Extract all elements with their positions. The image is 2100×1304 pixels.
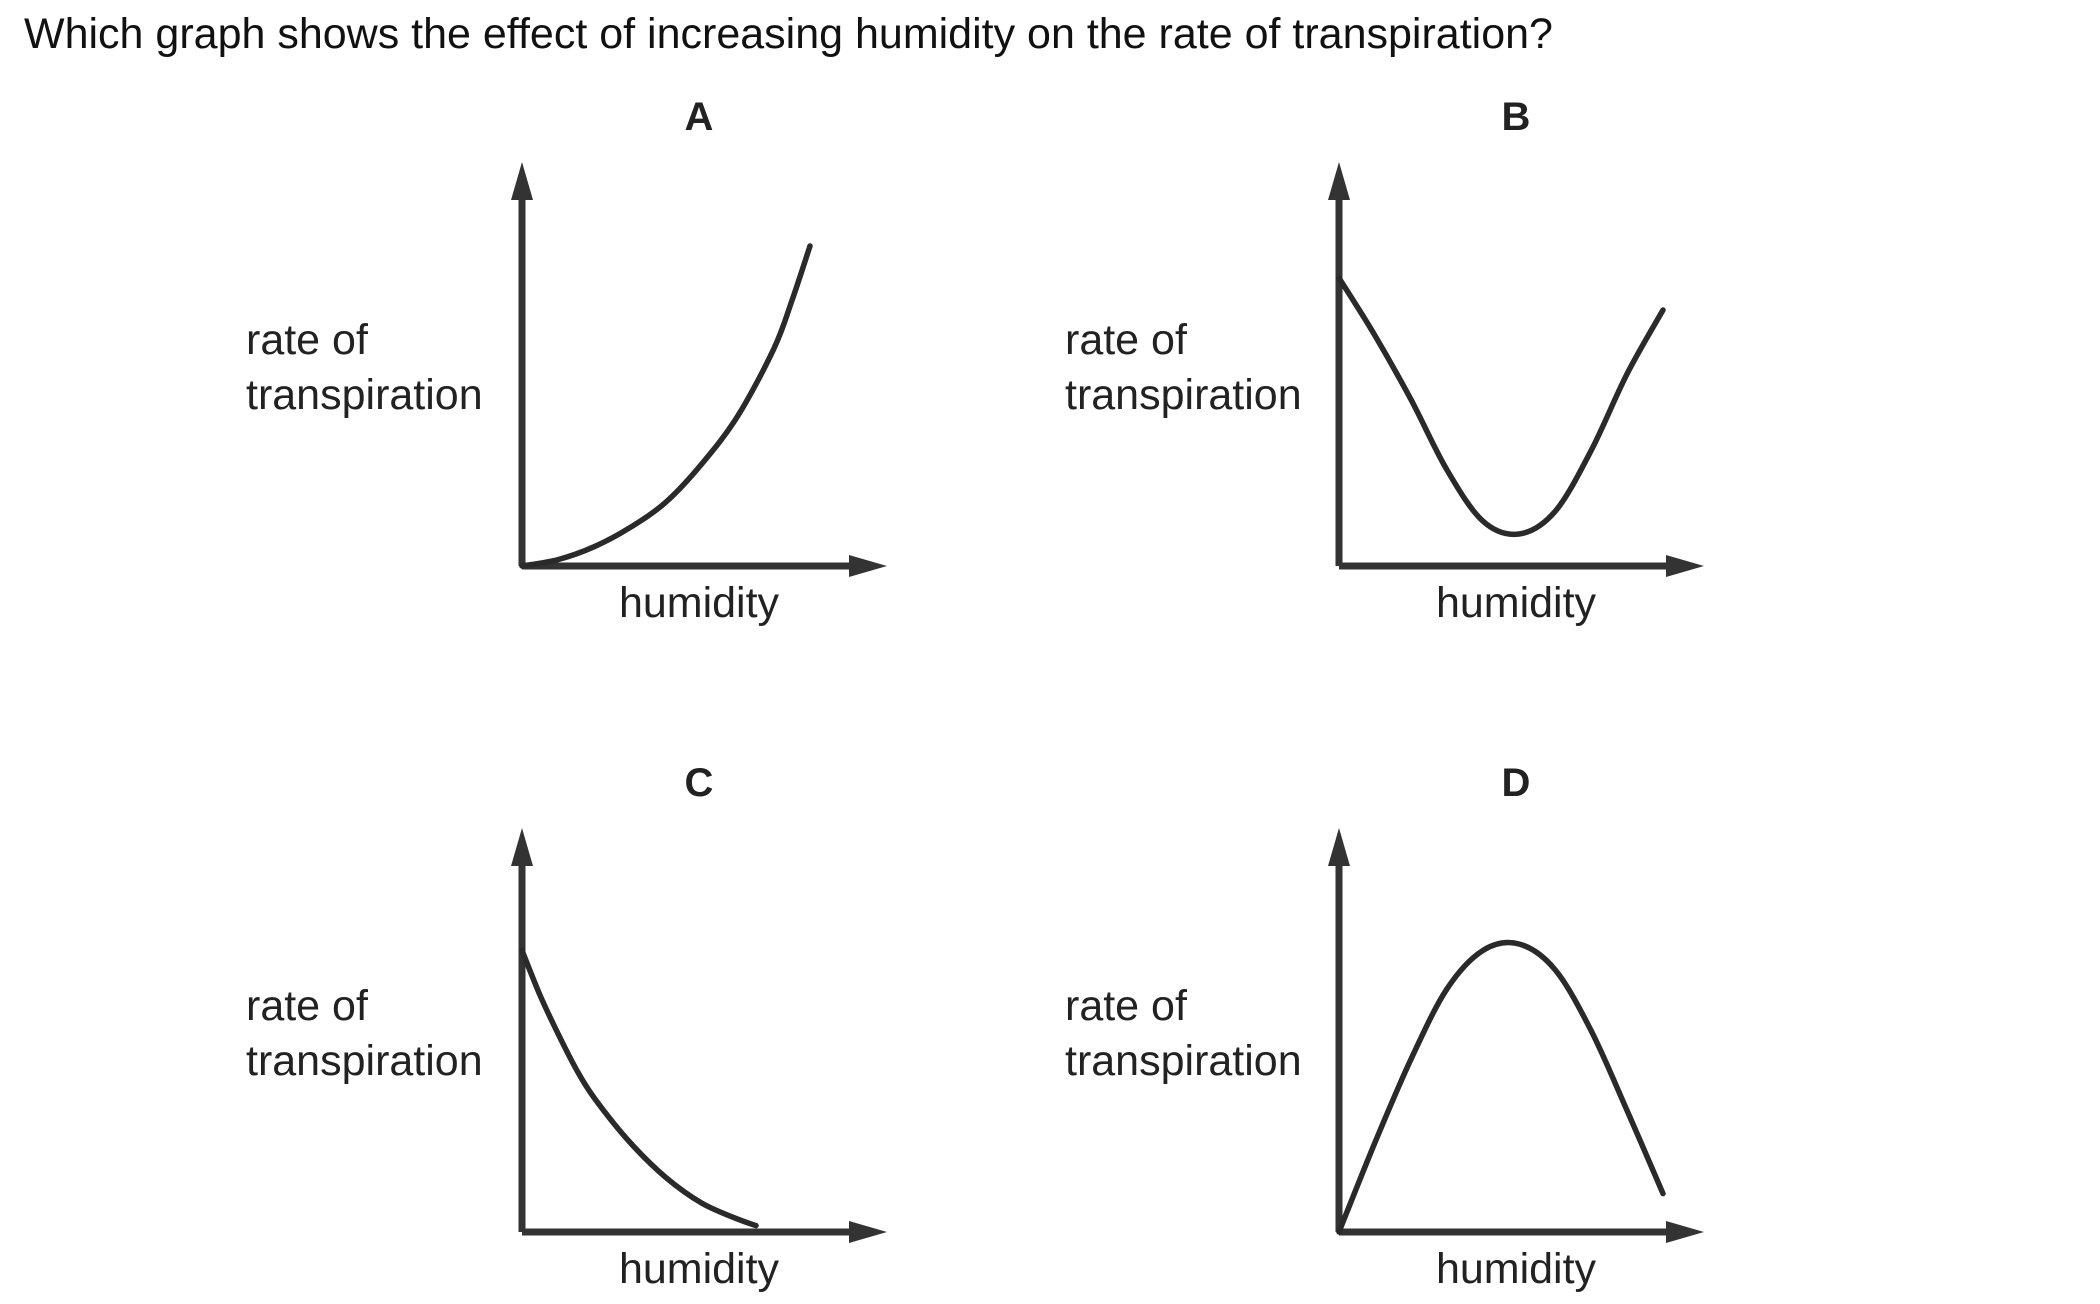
y-axis-label: rate of transpiration (246, 316, 483, 419)
y-axis-label-line: rate of (246, 982, 369, 1030)
y-axis-label-line: transpiration (1065, 1037, 1302, 1085)
x-axis-label: humidity (1436, 579, 1597, 627)
graph-title: D (1502, 761, 1531, 805)
graph-title: A (685, 95, 714, 139)
y-axis-arrow (511, 828, 533, 866)
x-axis-label: humidity (619, 579, 780, 627)
x-axis-label: humidity (619, 1245, 780, 1293)
x-axis-arrow (1666, 555, 1704, 577)
x-axis-arrow (1666, 1221, 1704, 1243)
y-axis-label-line: rate of (1065, 982, 1188, 1030)
y-axis-label-line: rate of (246, 316, 369, 364)
x-axis-label: humidity (1436, 1245, 1597, 1293)
y-axis-label-line: rate of (1065, 316, 1188, 364)
y-axis-arrow (1328, 828, 1350, 866)
y-axis-label-line: transpiration (246, 371, 483, 419)
graph-title: B (1502, 95, 1531, 139)
y-axis-arrow (511, 162, 533, 200)
x-axis-arrow (849, 555, 887, 577)
y-axis-label-line: transpiration (246, 1037, 483, 1085)
data-curve (1336, 275, 1666, 538)
data-curve (519, 947, 759, 1229)
y-axis-arrow (1328, 162, 1350, 200)
y-axis-label: rate of transpiration (1065, 316, 1302, 419)
data-curve (519, 243, 813, 569)
y-axis-label: rate of transpiration (1065, 982, 1302, 1085)
question-text: Which graph shows the effect of increasi… (24, 10, 1553, 58)
data-curve (1336, 939, 1666, 1235)
graph-title: C (685, 761, 714, 805)
x-axis-arrow (849, 1221, 887, 1243)
y-axis-label: rate of transpiration (246, 982, 483, 1085)
y-axis-label-line: transpiration (1065, 371, 1302, 419)
